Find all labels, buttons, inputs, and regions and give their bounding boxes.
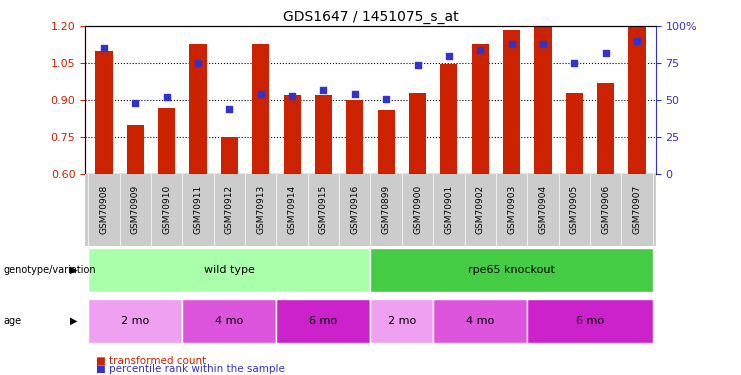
Text: age: age bbox=[4, 316, 21, 326]
Text: GSM70908: GSM70908 bbox=[99, 185, 108, 234]
Bar bbox=[370, 298, 433, 343]
Bar bbox=[221, 137, 238, 174]
Bar bbox=[503, 30, 520, 174]
Bar bbox=[628, 26, 645, 174]
Text: GSM70912: GSM70912 bbox=[225, 185, 234, 234]
Text: GSM70901: GSM70901 bbox=[445, 185, 453, 234]
Text: ■ transformed count: ■ transformed count bbox=[96, 356, 207, 366]
Bar bbox=[284, 95, 301, 174]
Text: GSM70911: GSM70911 bbox=[193, 185, 202, 234]
Bar bbox=[96, 51, 113, 174]
Point bbox=[318, 87, 330, 93]
Bar bbox=[315, 95, 332, 174]
Text: GSM70902: GSM70902 bbox=[476, 185, 485, 234]
Bar bbox=[127, 125, 144, 174]
Bar bbox=[190, 44, 207, 174]
Point bbox=[631, 38, 643, 44]
Text: GSM70899: GSM70899 bbox=[382, 185, 391, 234]
Text: wild type: wild type bbox=[204, 265, 255, 275]
Bar bbox=[433, 298, 528, 343]
Point bbox=[474, 47, 486, 53]
Bar bbox=[378, 110, 395, 174]
Point bbox=[286, 93, 298, 99]
Point bbox=[130, 100, 142, 106]
Text: ▶: ▶ bbox=[70, 316, 78, 326]
Text: 4 mo: 4 mo bbox=[466, 316, 494, 326]
Bar bbox=[597, 83, 614, 174]
Point bbox=[443, 53, 455, 59]
Point bbox=[98, 45, 110, 51]
Text: GSM70900: GSM70900 bbox=[413, 185, 422, 234]
Text: ■ percentile rank within the sample: ■ percentile rank within the sample bbox=[96, 364, 285, 374]
Bar bbox=[528, 298, 653, 343]
Bar bbox=[158, 108, 176, 174]
Bar bbox=[88, 298, 182, 343]
Point bbox=[224, 106, 236, 112]
Bar bbox=[252, 44, 270, 174]
Text: rpe65 knockout: rpe65 knockout bbox=[468, 265, 555, 275]
Text: GSM70907: GSM70907 bbox=[633, 185, 642, 234]
Text: GSM70910: GSM70910 bbox=[162, 185, 171, 234]
Point bbox=[505, 41, 517, 47]
Point bbox=[599, 50, 611, 56]
Text: GSM70905: GSM70905 bbox=[570, 185, 579, 234]
Text: 2 mo: 2 mo bbox=[388, 316, 416, 326]
Bar bbox=[534, 27, 551, 174]
Text: GSM70904: GSM70904 bbox=[539, 185, 548, 234]
Text: GSM70906: GSM70906 bbox=[601, 185, 610, 234]
Bar bbox=[409, 93, 426, 174]
Text: GSM70914: GSM70914 bbox=[288, 185, 296, 234]
Text: ▶: ▶ bbox=[70, 265, 78, 275]
Text: 6 mo: 6 mo bbox=[576, 316, 604, 326]
Bar bbox=[346, 100, 363, 174]
Text: GSM70915: GSM70915 bbox=[319, 185, 328, 234]
Text: GSM70916: GSM70916 bbox=[350, 185, 359, 234]
Point bbox=[411, 62, 423, 68]
Point bbox=[537, 41, 549, 47]
Title: GDS1647 / 1451075_s_at: GDS1647 / 1451075_s_at bbox=[282, 10, 459, 24]
Text: GSM70913: GSM70913 bbox=[256, 185, 265, 234]
Text: GSM70903: GSM70903 bbox=[507, 185, 516, 234]
Point bbox=[349, 92, 361, 98]
Bar bbox=[182, 298, 276, 343]
Bar bbox=[88, 248, 370, 292]
Text: 6 mo: 6 mo bbox=[310, 316, 338, 326]
Text: 4 mo: 4 mo bbox=[216, 316, 244, 326]
Bar bbox=[276, 298, 370, 343]
Point bbox=[380, 96, 392, 102]
Bar bbox=[440, 64, 457, 174]
Point bbox=[568, 60, 580, 66]
Point bbox=[192, 60, 204, 66]
Point bbox=[161, 94, 173, 100]
Bar bbox=[565, 93, 583, 174]
Bar bbox=[471, 44, 489, 174]
Bar bbox=[370, 248, 653, 292]
Text: GSM70909: GSM70909 bbox=[131, 185, 140, 234]
Text: genotype/variation: genotype/variation bbox=[4, 265, 96, 275]
Point bbox=[255, 92, 267, 98]
Text: 2 mo: 2 mo bbox=[122, 316, 150, 326]
